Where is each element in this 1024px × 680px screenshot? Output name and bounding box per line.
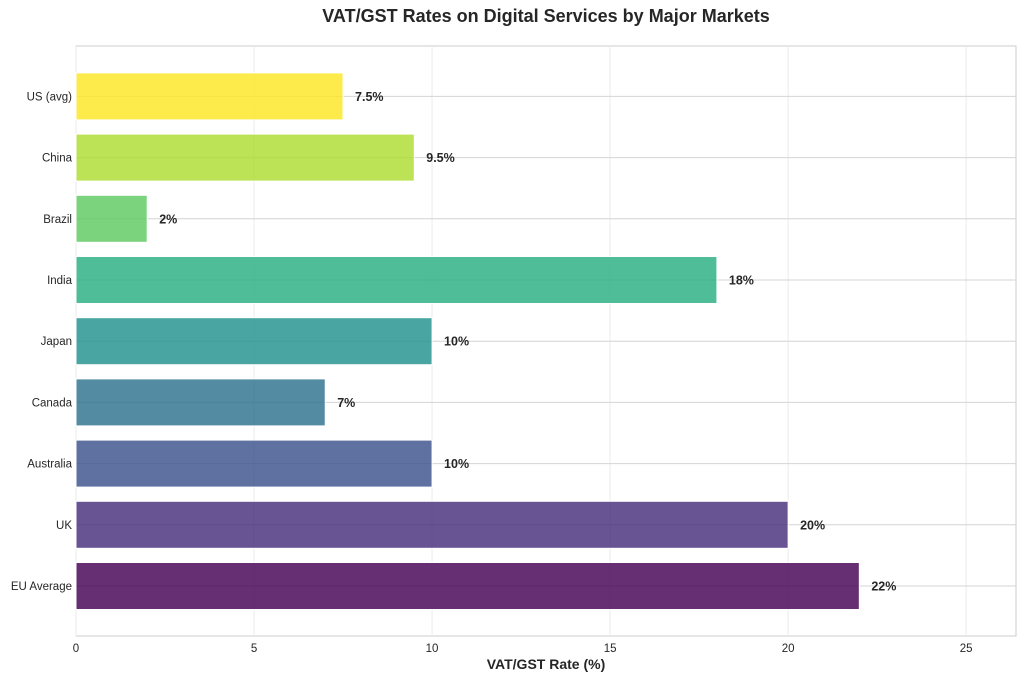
x-tick-label: 15: [604, 643, 617, 655]
bar: [75, 256, 718, 304]
x-axis-label: VAT/GST Rate (%): [487, 656, 606, 672]
y-tick-label: India: [47, 275, 73, 287]
y-tick-label: Japan: [41, 336, 72, 348]
y-tick-label: UK: [56, 520, 72, 532]
y-tick-label: Canada: [32, 397, 73, 409]
bar: [75, 378, 326, 427]
bar: [75, 500, 789, 549]
x-tick-label: 20: [782, 643, 795, 655]
data-labels: 22% 20% 10% 7% 10% 18% 2% 9.5% 7.5%: [159, 90, 896, 594]
x-axis: 0 5 10 15 20 25: [73, 643, 973, 655]
x-tick-label: 0: [73, 643, 79, 655]
y-axis: EU Average UK Australia Canada Japan India Bra…: [11, 91, 73, 593]
data-label: 20%: [800, 518, 825, 532]
y-tick-label: EU Average: [11, 581, 72, 593]
bar: [75, 133, 415, 182]
bar: [75, 72, 344, 121]
y-tick-label: US (avg): [27, 91, 73, 103]
data-label: 22%: [871, 580, 896, 594]
chart-title: VAT/GST Rates on Digital Services by Maj…: [322, 6, 769, 26]
bar: [75, 562, 860, 610]
x-tick-label: 10: [426, 643, 439, 655]
data-label: 7%: [337, 396, 355, 410]
x-tick-label: 25: [960, 643, 973, 655]
data-label: 7.5%: [355, 90, 384, 104]
data-label: 10%: [444, 457, 469, 471]
bar: [75, 439, 433, 488]
bar: [75, 317, 433, 366]
data-label: 2%: [159, 212, 177, 226]
data-label: 10%: [444, 335, 469, 349]
data-label: 9.5%: [426, 151, 455, 165]
y-tick-label: Brazil: [43, 214, 72, 226]
data-label: 18%: [729, 274, 754, 288]
bars: [75, 72, 860, 610]
x-tick-label: 5: [251, 643, 257, 655]
y-tick-label: China: [42, 153, 73, 165]
bar: [75, 194, 148, 243]
y-tick-label: Australia: [27, 459, 72, 471]
